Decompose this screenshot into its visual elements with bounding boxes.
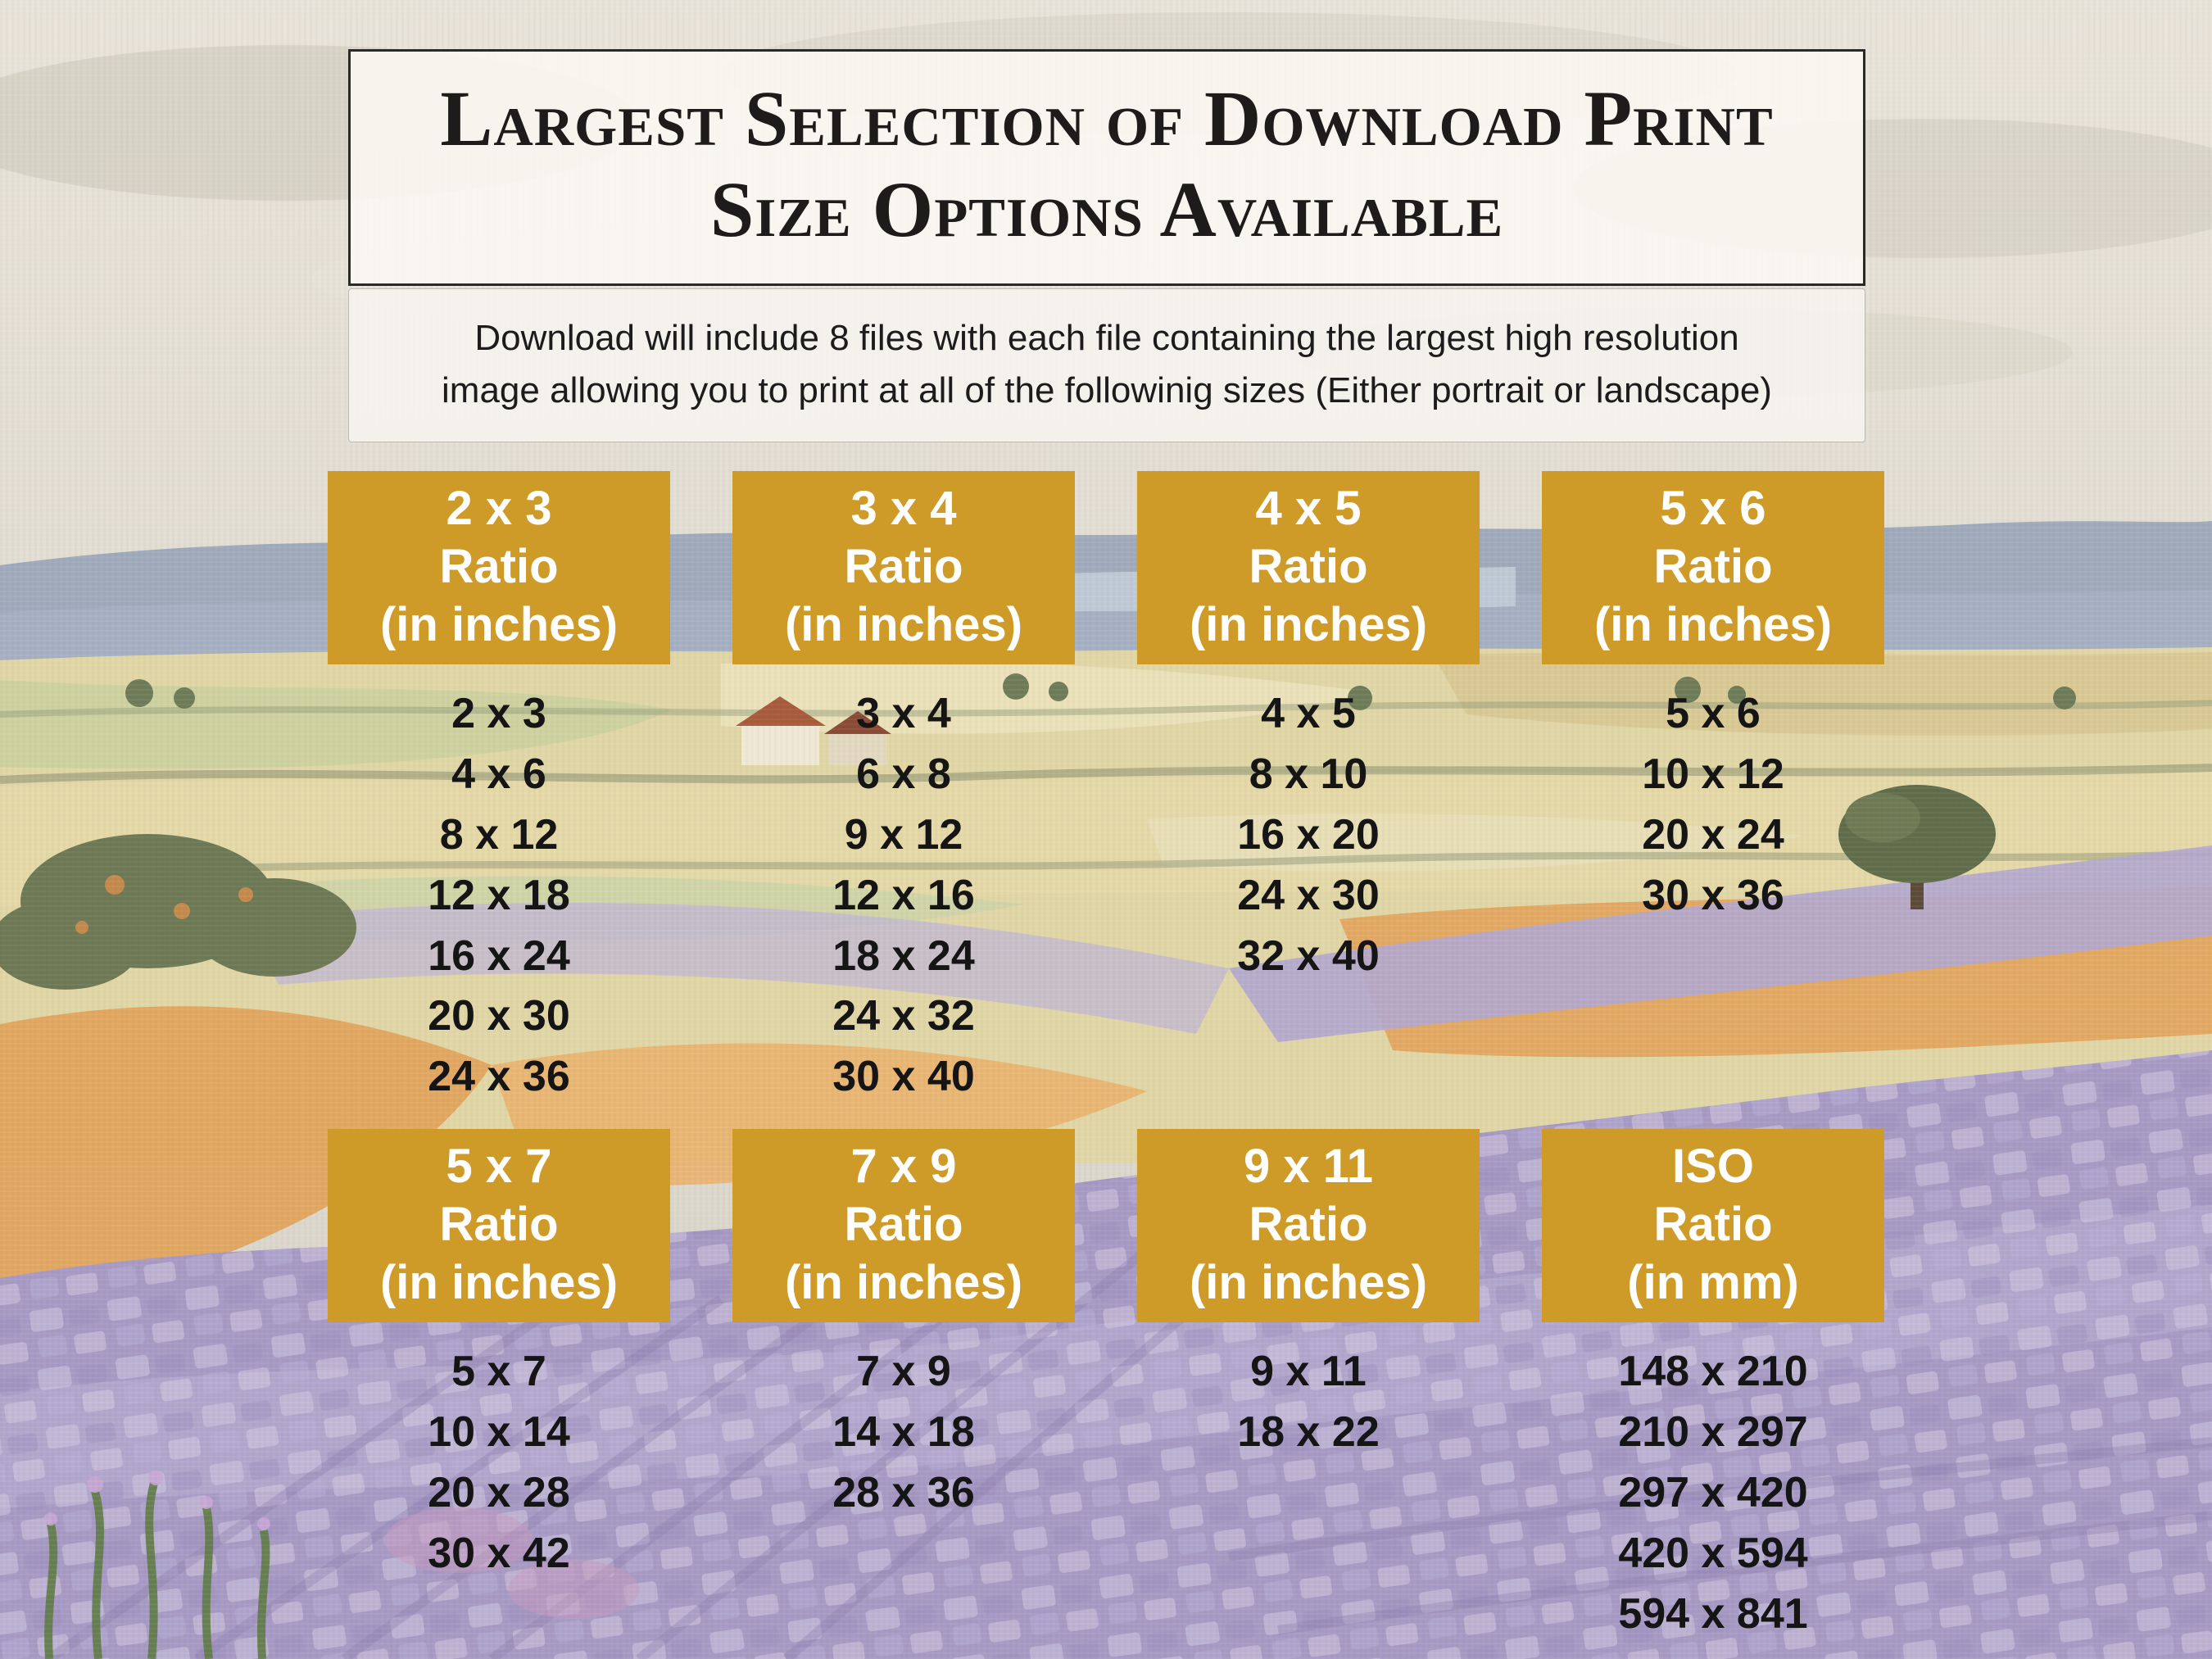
size-item: 30 x 36 xyxy=(1642,871,1784,919)
ratio-title: 9 x 11 xyxy=(1243,1140,1374,1194)
size-list: 2 x 3 4 x 6 8 x 12 12 x 18 16 x 24 20 x … xyxy=(428,684,570,1108)
size-list: 148 x 210 210 x 297 297 x 420 420 x 594 … xyxy=(1618,1342,1807,1644)
ratio-group-7x9: 7 x 9 Ratio (in inches) 7 x 9 14 x 18 28… xyxy=(732,1129,1075,1644)
ratio-title: 4 x 5 xyxy=(1255,482,1362,535)
size-item: 210 x 297 xyxy=(1618,1408,1808,1457)
ratio-label: Ratio xyxy=(844,1197,963,1251)
size-item: 30 x 40 xyxy=(832,1053,975,1101)
size-list: 7 x 9 14 x 18 28 x 36 xyxy=(832,1342,975,1523)
ratio-header: 9 x 11 Ratio (in inches) xyxy=(1137,1129,1480,1323)
ratio-label: Ratio xyxy=(1249,539,1368,593)
ratio-header: 5 x 6 Ratio (in inches) xyxy=(1542,471,1884,665)
ratio-group-5x6: 5 x 6 Ratio (in inches) 5 x 6 10 x 12 20… xyxy=(1542,471,1884,1108)
size-item: 16 x 20 xyxy=(1237,810,1380,859)
size-item: 148 x 210 xyxy=(1618,1348,1808,1396)
size-item: 5 x 7 xyxy=(451,1348,546,1396)
subtitle-line2: image allowing you to print at all of th… xyxy=(442,369,1772,410)
size-list: 4 x 5 8 x 10 16 x 20 24 x 30 32 x 40 xyxy=(1237,684,1380,986)
size-item: 24 x 30 xyxy=(1237,871,1380,919)
ratio-title: 5 x 7 xyxy=(446,1140,552,1194)
ratio-title: 2 x 3 xyxy=(446,482,552,535)
size-item: 2 x 3 xyxy=(451,690,546,738)
ratio-group-5x7: 5 x 7 Ratio (in inches) 5 x 7 10 x 14 20… xyxy=(328,1129,670,1644)
size-item: 5 x 6 xyxy=(1666,690,1761,738)
ratio-unit: (in inches) xyxy=(1189,597,1428,651)
size-item: 24 x 36 xyxy=(428,1053,570,1101)
size-list: 5 x 7 10 x 14 20 x 28 30 x 42 xyxy=(428,1342,570,1584)
ratio-unit: (in inches) xyxy=(784,597,1023,651)
size-item: 8 x 12 xyxy=(439,810,559,859)
size-item: 20 x 30 xyxy=(428,992,570,1040)
size-item: 10 x 14 xyxy=(428,1408,570,1457)
subtitle-panel: Download will include 8 files with each … xyxy=(348,288,1865,442)
ratio-title: 7 x 9 xyxy=(850,1140,957,1194)
size-item: 10 x 12 xyxy=(1642,750,1784,799)
ratio-label: Ratio xyxy=(1653,539,1773,593)
subtitle-line1: Download will include 8 files with each … xyxy=(474,318,1739,358)
ratio-title: ISO xyxy=(1672,1140,1754,1194)
ratio-group-2x3: 2 x 3 Ratio (in inches) 2 x 3 4 x 6 8 x … xyxy=(328,471,670,1108)
size-item: 594 x 841 xyxy=(1618,1589,1808,1638)
ratio-unit: (in inches) xyxy=(1593,597,1833,651)
size-item: 4 x 5 xyxy=(1261,690,1356,738)
size-list: 3 x 4 6 x 8 9 x 12 12 x 16 18 x 24 24 x … xyxy=(832,684,975,1108)
page-title-line2: Size Options Available xyxy=(709,165,1504,254)
ratio-header: 5 x 7 Ratio (in inches) xyxy=(328,1129,670,1323)
ratio-group-4x5: 4 x 5 Ratio (in inches) 4 x 5 8 x 10 16 … xyxy=(1137,471,1480,1108)
ratio-label: Ratio xyxy=(439,539,559,593)
ratio-header: 3 x 4 Ratio (in inches) xyxy=(732,471,1075,665)
size-list: 5 x 6 10 x 12 20 x 24 30 x 36 xyxy=(1642,684,1784,926)
size-item: 30 x 42 xyxy=(428,1529,570,1577)
ratio-label: Ratio xyxy=(1653,1197,1773,1251)
size-item: 32 x 40 xyxy=(1237,931,1380,980)
ratio-header: 4 x 5 Ratio (in inches) xyxy=(1137,471,1480,665)
ratio-header: 7 x 9 Ratio (in inches) xyxy=(732,1129,1075,1323)
ratio-header: ISO Ratio (in mm) xyxy=(1542,1129,1884,1323)
ratio-unit: (in inches) xyxy=(784,1255,1023,1309)
size-list: 9 x 11 18 x 22 xyxy=(1237,1342,1380,1463)
size-item: 20 x 24 xyxy=(1642,810,1784,859)
size-item: 6 x 8 xyxy=(856,750,951,799)
size-item: 12 x 18 xyxy=(428,871,570,919)
size-item: 4 x 6 xyxy=(451,750,546,799)
size-item: 3 x 4 xyxy=(856,690,951,738)
size-item: 18 x 22 xyxy=(1237,1408,1380,1457)
size-item: 16 x 24 xyxy=(428,931,570,980)
ratio-label: Ratio xyxy=(844,539,963,593)
size-item: 7 x 9 xyxy=(856,1348,951,1396)
ratio-group-9x11: 9 x 11 Ratio (in inches) 9 x 11 18 x 22 xyxy=(1137,1129,1480,1644)
size-item: 14 x 18 xyxy=(832,1408,975,1457)
ratio-group-iso: ISO Ratio (in mm) 148 x 210 210 x 297 29… xyxy=(1542,1129,1884,1644)
ratio-header: 2 x 3 Ratio (in inches) xyxy=(328,471,670,665)
size-item: 420 x 594 xyxy=(1618,1529,1808,1577)
ratio-unit: (in inches) xyxy=(1189,1255,1428,1309)
ratio-unit: (in mm) xyxy=(1627,1255,1799,1309)
ratio-unit: (in inches) xyxy=(379,1255,619,1309)
size-item: 20 x 28 xyxy=(428,1468,570,1516)
size-item: 9 x 12 xyxy=(844,810,963,859)
size-item: 8 x 10 xyxy=(1249,750,1368,799)
ratio-label: Ratio xyxy=(439,1197,559,1251)
size-grid: 2 x 3 Ratio (in inches) 2 x 3 4 x 6 8 x … xyxy=(328,471,1884,1644)
ratio-title: 5 x 6 xyxy=(1660,482,1766,535)
page-title-line1: Largest Selection of Download Print xyxy=(440,75,1774,162)
size-item: 18 x 24 xyxy=(832,931,975,980)
size-item: 28 x 36 xyxy=(832,1468,975,1516)
title-panel: Largest Selection of Download Print Size… xyxy=(348,49,1865,286)
ratio-unit: (in inches) xyxy=(379,597,619,651)
size-item: 297 x 420 xyxy=(1618,1468,1808,1516)
size-item: 9 x 11 xyxy=(1250,1348,1367,1396)
ratio-title: 3 x 4 xyxy=(850,482,957,535)
ratio-group-3x4: 3 x 4 Ratio (in inches) 3 x 4 6 x 8 9 x … xyxy=(732,471,1075,1108)
ratio-label: Ratio xyxy=(1249,1197,1368,1251)
size-item: 24 x 32 xyxy=(832,992,975,1040)
size-item: 12 x 16 xyxy=(832,871,975,919)
